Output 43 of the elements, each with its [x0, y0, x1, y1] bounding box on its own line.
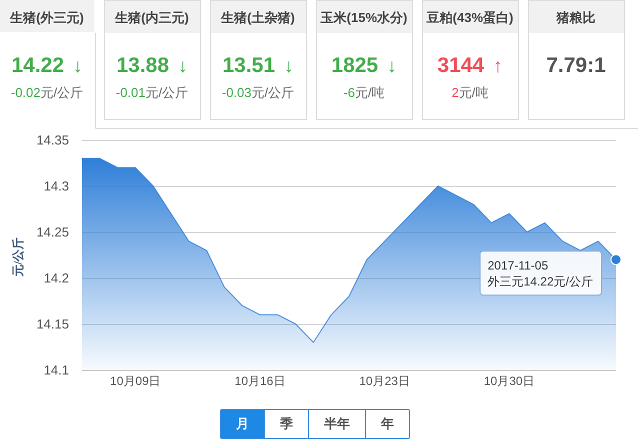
text: 玉米(15%水分): [320, 10, 408, 25]
text: 生猪(土杂猪): [220, 10, 295, 25]
text: 生猪(外三元): [9, 10, 84, 25]
text: -0.03: [222, 85, 252, 100]
text: 生猪(内三元): [114, 10, 189, 25]
button: 年: [365, 409, 410, 439]
text: 猪粮比: [556, 10, 596, 25]
text: 2: [452, 85, 459, 100]
text: -0.01: [116, 85, 146, 100]
text: 13.88: [116, 54, 170, 77]
text: ↓: [73, 56, 83, 77]
text: 元/吨: [354, 85, 385, 100]
text: -6: [343, 85, 355, 100]
text: -0.02: [10, 85, 41, 100]
text: 元/公斤: [252, 85, 294, 100]
y-tick-label: 14.3: [44, 178, 69, 194]
y-tick-label: 14.2: [44, 270, 69, 286]
text: 13.51: [222, 54, 276, 77]
y-tick-label: 14.1: [44, 362, 69, 378]
y-axis-title: 元/公斤: [11, 237, 25, 278]
y-tick-label: 14.25: [36, 224, 69, 240]
x-tick-label: 10月09日: [110, 374, 161, 388]
text: 元/公斤: [146, 85, 188, 100]
text: ↓: [178, 56, 188, 77]
text: 豆粕(43%蛋白): [426, 10, 514, 25]
annotation: 2017-11-05 外三元14.22元/公斤: [488, 258, 593, 289]
x-tick-label: 10月16日: [234, 374, 286, 388]
x-tick-label: 10月30日: [484, 374, 535, 388]
text: 元/公斤: [40, 85, 84, 100]
text: 元/吨: [458, 85, 488, 100]
x-tick-label: 10月23日: [359, 374, 410, 388]
text: ↓: [387, 56, 397, 77]
button: 半年: [308, 409, 366, 439]
text: ↓: [284, 56, 294, 77]
text: ↑: [493, 56, 503, 77]
text: 3144: [437, 54, 484, 77]
y-tick-label: 14.15: [36, 316, 69, 332]
button: 月: [220, 409, 265, 439]
text: 1825: [331, 54, 378, 77]
text: 14.22: [11, 54, 64, 77]
button: 季: [264, 409, 309, 439]
y-tick-label: 14.35: [36, 132, 69, 148]
text: 7.79:1: [546, 54, 606, 77]
